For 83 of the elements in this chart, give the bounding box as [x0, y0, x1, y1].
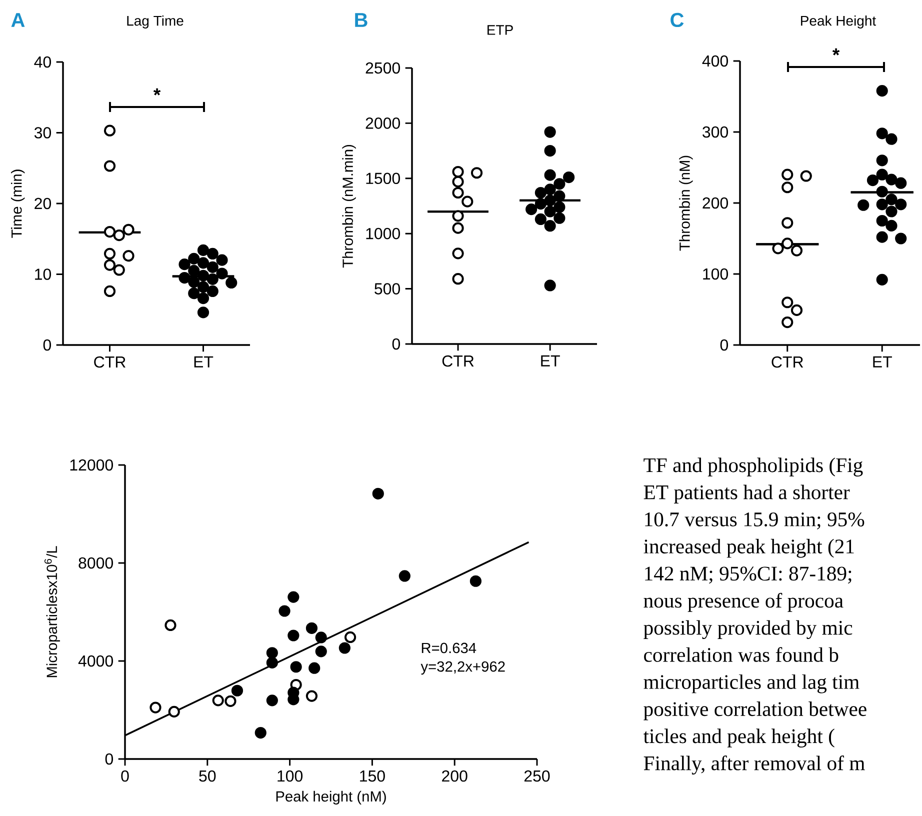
point: [278, 605, 290, 617]
text: increased peak height (21: [644, 538, 854, 558]
x-tick-label: 100: [278, 770, 303, 782]
y-tick-label: 4000: [78, 655, 113, 667]
text: ET patients had a shorter: [644, 484, 850, 504]
y-tick-label: 0: [105, 753, 114, 765]
text: Finally, after removal of m: [644, 756, 865, 775]
point: [306, 690, 318, 702]
annotation: y=32,2x+962: [420, 661, 505, 675]
text: correlation was found b: [644, 647, 838, 662]
point: [212, 694, 224, 706]
y-tick-label: 10: [35, 268, 52, 280]
x-tick-label: 150: [360, 770, 385, 782]
text: A: [11, 13, 25, 27]
point: [288, 591, 300, 603]
text: B: [355, 13, 368, 27]
text: 10.7 versus 15.9 min; 95%: [645, 512, 864, 530]
y-tick-label: 200: [702, 197, 728, 209]
chart-title: ETP: [488, 25, 513, 35]
x-tick-label: 0: [121, 770, 129, 782]
point: [372, 488, 384, 500]
point: [231, 684, 244, 696]
chart-title: Peak Height: [801, 15, 876, 29]
text: ticles and peak height (: [643, 728, 834, 748]
point: [288, 630, 300, 642]
text: *: [832, 48, 840, 56]
y-tick-label: 100: [703, 268, 728, 280]
point: [315, 646, 327, 658]
y-axis-title: Time (min): [11, 170, 25, 238]
y-tick-label: 30: [34, 127, 52, 138]
point: [254, 726, 266, 739]
y-axis-title: Microparticlesx10$^{6}$/L: [44, 546, 60, 678]
y-axis-title: Thrombin (nM): [679, 156, 693, 251]
y-tick-label: 1500: [366, 172, 400, 184]
x-axis-title: Peak height (nM): [276, 790, 386, 805]
x-tick-label: 50: [199, 770, 216, 782]
chart-title: Lag Time: [127, 15, 184, 29]
y-tick-label: 1000: [366, 228, 400, 240]
point: [315, 632, 327, 644]
x-tick-label: CTR: [772, 356, 804, 368]
annotation: *: [153, 88, 161, 96]
point: [266, 694, 278, 706]
point: [306, 622, 318, 634]
point: [150, 702, 162, 714]
x-tick-label: CTR: [94, 356, 126, 368]
point: [308, 662, 320, 674]
y-tick-label: 8000: [78, 557, 113, 569]
point: [266, 647, 278, 659]
y-tick-label: 12000: [70, 459, 113, 471]
y-tick-label: 20: [34, 198, 52, 210]
text: microparticles and lag tim: [644, 674, 860, 694]
x-tick-label: ET: [873, 356, 892, 368]
x-tick-label: 250: [524, 770, 550, 782]
y-axis-title: Thrombin (nM.min): [342, 144, 356, 268]
annotation: R=0.634: [422, 642, 476, 654]
point: [164, 619, 176, 632]
point: [168, 706, 180, 718]
point: [338, 642, 350, 654]
y-tick-label: 0: [43, 339, 52, 351]
y-tick-label: 40: [34, 56, 52, 68]
y-tick-label: 300: [702, 126, 728, 138]
text: 142 nM; 95%CI: 87-189;: [645, 566, 852, 584]
y-tick-label: 2500: [366, 62, 400, 74]
point: [344, 631, 356, 644]
x-tick-label: ET: [541, 355, 560, 366]
point: [398, 570, 410, 582]
x-tick-label: CTR: [442, 355, 474, 367]
text: possibly provided by mic: [644, 620, 852, 640]
y-tick-label: 2000: [366, 118, 400, 129]
point: [224, 695, 236, 707]
text: C: [670, 12, 684, 28]
x-tick-label: 200: [442, 770, 468, 782]
point: [266, 656, 278, 668]
text: nous presence of procoa: [644, 592, 844, 612]
point: [290, 661, 302, 673]
y-tick-label: 500: [374, 283, 400, 294]
x-tick-label: ET: [194, 356, 214, 368]
y-tick-label: 0: [720, 339, 728, 351]
y-tick-label: 400: [702, 55, 728, 67]
text: TF and phospholipids (Fig: [644, 458, 863, 476]
y-tick-label: 0: [392, 338, 400, 350]
point: [470, 575, 482, 587]
text: positive correlation betwee: [644, 702, 866, 720]
